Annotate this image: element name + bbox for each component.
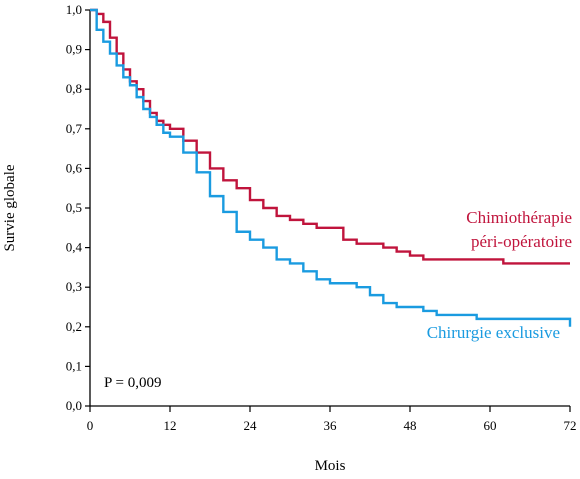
y-tick-label: 0,3 [66, 279, 82, 294]
x-axis-title: Mois [315, 458, 346, 474]
y-tick-label: 0,5 [66, 200, 82, 215]
y-axis-title: Survie globale [2, 164, 18, 251]
y-tick-label: 0,8 [66, 81, 82, 96]
y-tick-label: 0,1 [66, 358, 82, 373]
y-tick-label: 0,4 [66, 240, 83, 255]
x-ticks: 0 12 24 36 48 60 72 [87, 406, 577, 433]
x-tick-label: 72 [564, 418, 577, 433]
x-tick-label: 0 [87, 418, 94, 433]
y-ticks: 0,0 0,1 0,2 0,3 0,4 0,5 0,6 0,7 0,8 0,9 1,0 [66, 2, 90, 413]
x-tick-label: 60 [484, 418, 497, 433]
series-label-chirurgie: Chirurgie exclusive [427, 323, 560, 342]
y-tick-label: 0,7 [66, 121, 83, 136]
x-tick-label: 36 [324, 418, 338, 433]
y-tick-label: 0,6 [66, 160, 83, 175]
x-tick-label: 24 [244, 418, 258, 433]
series-group [90, 8, 572, 327]
series-label-chimio-line-2: péri-opératoire [471, 232, 572, 251]
y-tick-label: 0,2 [66, 319, 82, 334]
x-tick-label: 12 [164, 418, 177, 433]
p-value-annotation: P = 0,009 [104, 375, 162, 391]
series-label-chimio-line-1: Chimiothérapie [466, 208, 572, 227]
y-tick-label: 1,0 [66, 2, 82, 17]
x-tick-label: 48 [404, 418, 417, 433]
series-line-chirurgie [90, 8, 572, 327]
y-tick-label: 0,0 [66, 398, 82, 413]
y-tick-label: 0,9 [66, 42, 82, 57]
